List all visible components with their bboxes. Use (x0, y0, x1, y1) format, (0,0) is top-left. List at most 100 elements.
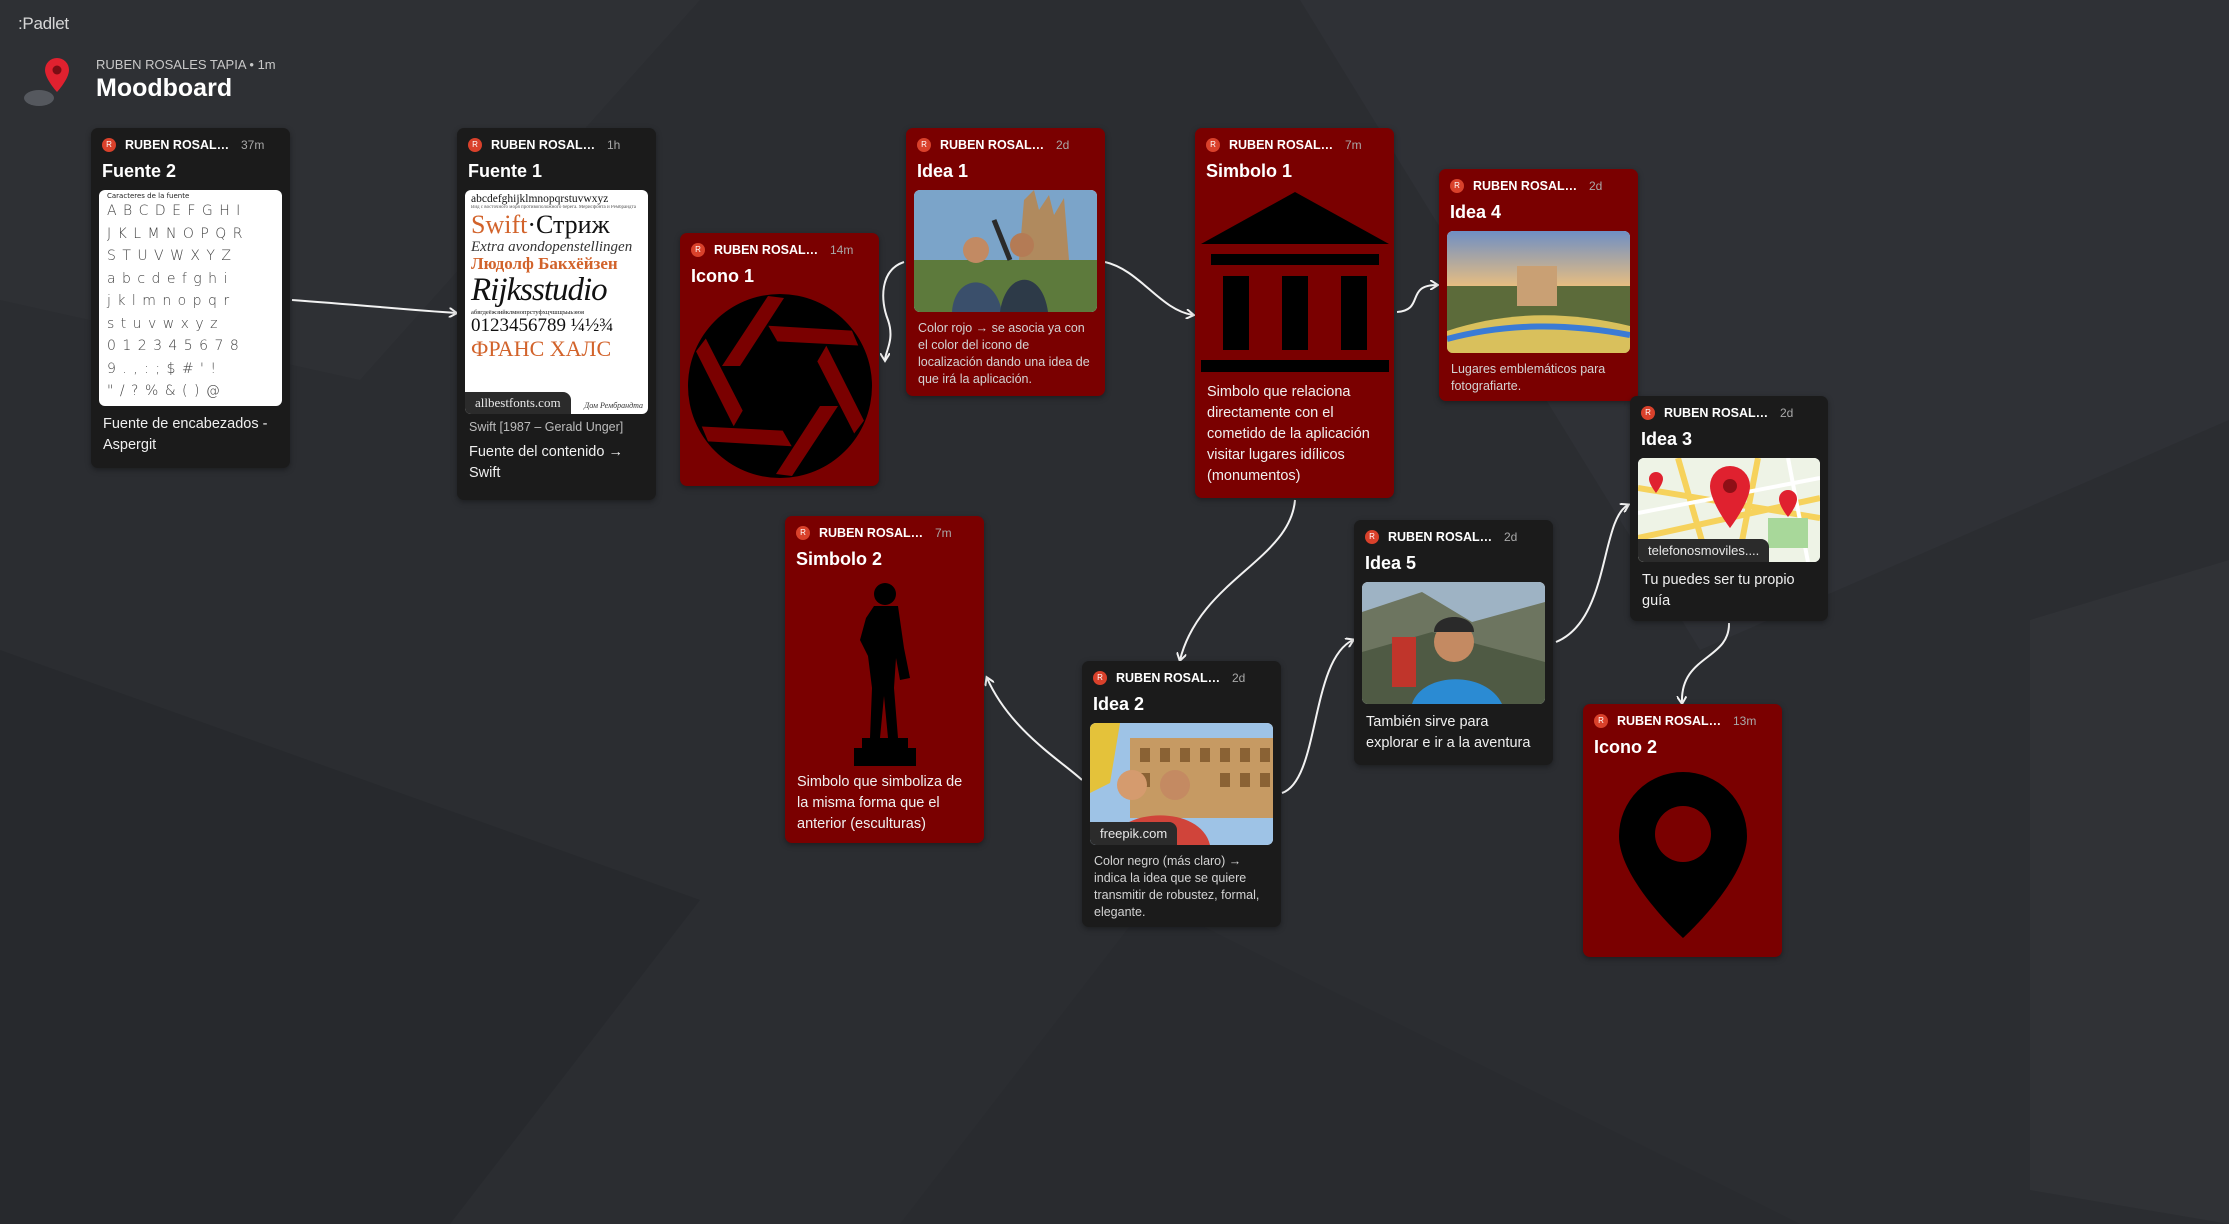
post-title: Idea 5 (1365, 553, 1417, 573)
post-time: 2d (1504, 530, 1518, 544)
post-author: RUBEN ROSALE... (714, 243, 822, 257)
post-author: RUBEN ROSALES T... (491, 138, 599, 152)
post-caption: Tu puedes ser tu propio guía (1642, 572, 1795, 609)
avatar: R (1594, 714, 1608, 728)
connector-arrow (1396, 285, 1437, 313)
post-source: Swift [1987 – Gerald Unger] (469, 420, 624, 434)
post-author: RUBEN ROSALE... (125, 138, 233, 152)
post-card-icono-2[interactable]: R RUBEN ROSALE... 13m Icono 2 (1583, 704, 1782, 957)
avatar: R (796, 526, 810, 540)
location-pin-icon (24, 58, 69, 106)
post-card-idea-5[interactable]: R RUBEN ROSALES ... 2d Idea 5 También sirv… (1354, 520, 1553, 765)
park-guell-image (1447, 231, 1630, 353)
glyph-row: S T U V W X Y Z (107, 248, 232, 264)
post-card-simbolo-2[interactable]: R RUBEN ROSALES ... 7m Simbolo 2 Simbolo q… (785, 516, 984, 843)
post-title: Idea 2 (1093, 694, 1145, 714)
avatar: R (1093, 671, 1107, 685)
post-time: 7m (935, 526, 952, 540)
link-source-tag[interactable]: telefonosmoviles.... (1638, 539, 1770, 562)
connector-arrow (1104, 261, 1193, 315)
avatar: R (102, 138, 116, 152)
post-card-idea-4[interactable]: R RUBEN ROSALES ... 2d Idea 4 Lugares embl… (1439, 169, 1638, 401)
monument-building-icon (1200, 192, 1389, 372)
specimen-line: 0123456789 ¼½¾ (471, 315, 614, 337)
post-title: Idea 1 (917, 161, 969, 181)
glyph-row: 9 . , : ; $ # ' ! (107, 360, 217, 377)
connector-arrow (1555, 505, 1628, 643)
specimen-line: ·Стриж (527, 209, 610, 239)
post-card-fuente-1[interactable]: R RUBEN ROSALES T... 1h Fuente 1 abcdefghi… (457, 128, 656, 500)
specimen-line: Extra avondopenstellingen (471, 238, 633, 255)
specimen-line: Вид с восточного моря противоположного б… (471, 205, 636, 211)
post-title: Simbolo 2 (796, 549, 883, 569)
post-card-idea-1[interactable]: R RUBEN ROSALES ... 2d Idea 1 Color rojo →… (906, 128, 1105, 396)
post-time: 14m (830, 243, 854, 257)
post-time: 2d (1589, 179, 1603, 193)
link-source-tag[interactable]: freepik.com (1090, 822, 1178, 845)
glyph-row: A B C D E F G H I (107, 203, 242, 219)
glyph-row: J K L M N O P Q R (107, 225, 244, 242)
connector-arrow (291, 299, 456, 313)
post-time: 13m (1733, 714, 1757, 728)
post-caption: Fuente del contenido → Swift (469, 444, 623, 481)
post-title: Simbolo 1 (1206, 161, 1293, 181)
post-card-idea-3[interactable]: R RUBEN ROSALES ... 2d Idea 3 telefonosmov… (1630, 396, 1828, 621)
glyph-row: j k l m n o p q r (107, 293, 231, 309)
post-header: R RUBEN ROSALES T... 1h (457, 128, 656, 155)
link-source-tag[interactable]: allbestfonts.com (465, 391, 571, 414)
post-author: RUBEN ROSALES ... (1229, 138, 1337, 152)
post-image[interactable] (914, 190, 1097, 312)
hiker-selfie-image (1362, 582, 1545, 704)
post-image[interactable] (1447, 231, 1630, 353)
avatar: R (1206, 138, 1220, 152)
post-card-fuente-2[interactable]: R RUBEN ROSALE... 37m Fuente 2 Caracteres … (91, 128, 290, 468)
specimen-line: ФРАНС ХАЛС (471, 335, 612, 361)
glyph-row: " / ? % & ( ) @ (107, 383, 221, 399)
post-header: R RUBEN ROSALES ... 2d (1354, 520, 1553, 547)
post-time: 2d (1780, 406, 1794, 420)
avatar: R (1641, 406, 1655, 420)
tourists-selfie-image (914, 190, 1097, 312)
post-author: RUBEN ROSALES ... (1473, 179, 1581, 193)
avatar: R (1365, 530, 1379, 544)
post-title: Fuente 1 (468, 161, 543, 181)
glyph-rows: A B C D E F G H I J K L M N O P Q R S T U … (107, 200, 274, 403)
connector-arrow (987, 678, 1083, 781)
connector-arrow (1682, 622, 1731, 703)
board-title: Moodboard (96, 74, 233, 102)
colosseum-selfie-image (1090, 723, 1273, 845)
post-author: RUBEN ROSALES ... (1664, 406, 1772, 420)
post-title: Idea 3 (1641, 429, 1693, 449)
specimen-line: Rijksstudio (471, 272, 608, 309)
font-glyph-sheet[interactable]: Caracteres de la fuente A B C D E F G H … (99, 190, 282, 406)
post-caption: Color negro (más claro) → indica la idea… (1094, 854, 1260, 919)
specimen-line: Дом Рембрандта (584, 401, 643, 411)
post-title: Fuente 2 (102, 161, 177, 181)
specimen-line: абвгдеёжзийклмнопрстуфхцчшщъыьэюя (471, 309, 585, 317)
avatar: R (917, 138, 931, 152)
connector-arrow (883, 261, 905, 360)
glyph-row: 0 1 2 3 4 5 6 7 8 (107, 338, 240, 354)
board-author: RUBEN ROSALES TAPIA • 1m (96, 57, 276, 72)
post-header: R RUBEN ROSALES ... 2d (906, 128, 1105, 155)
post-image[interactable]: freepik.com (1090, 723, 1273, 845)
post-time: 37m (241, 138, 265, 152)
padlet-logo[interactable]: :Padlet (18, 14, 69, 33)
post-header: R RUBEN ROSALES ... 7m (785, 516, 984, 543)
font-specimen-image[interactable]: abcdefghijklmnopqrstuvwxyz Вид с восточн… (465, 190, 648, 414)
post-caption: Color rojo → se asocia ya con el color d… (918, 321, 1090, 386)
post-author: RUBEN ROSALES ... (1388, 530, 1496, 544)
post-author: RUBEN ROSALES ... (819, 526, 927, 540)
post-image[interactable] (1362, 582, 1545, 704)
post-caption: También sirve para explorar e ir a la av… (1366, 714, 1531, 751)
avatar: R (1450, 179, 1464, 193)
connector-arrow (1180, 499, 1296, 660)
post-image[interactable]: telefonosmoviles.... (1638, 458, 1820, 562)
post-time: 2d (1232, 671, 1246, 685)
post-card-simbolo-1[interactable]: R RUBEN ROSALES ... 7m Simbolo 1 Simbolo q… (1195, 128, 1394, 498)
post-card-icono-1[interactable]: R RUBEN ROSALE... 14m Icono 1 (680, 233, 879, 486)
post-title: Idea 4 (1450, 202, 1502, 222)
post-author: RUBEN ROSALES ... (1116, 671, 1224, 685)
